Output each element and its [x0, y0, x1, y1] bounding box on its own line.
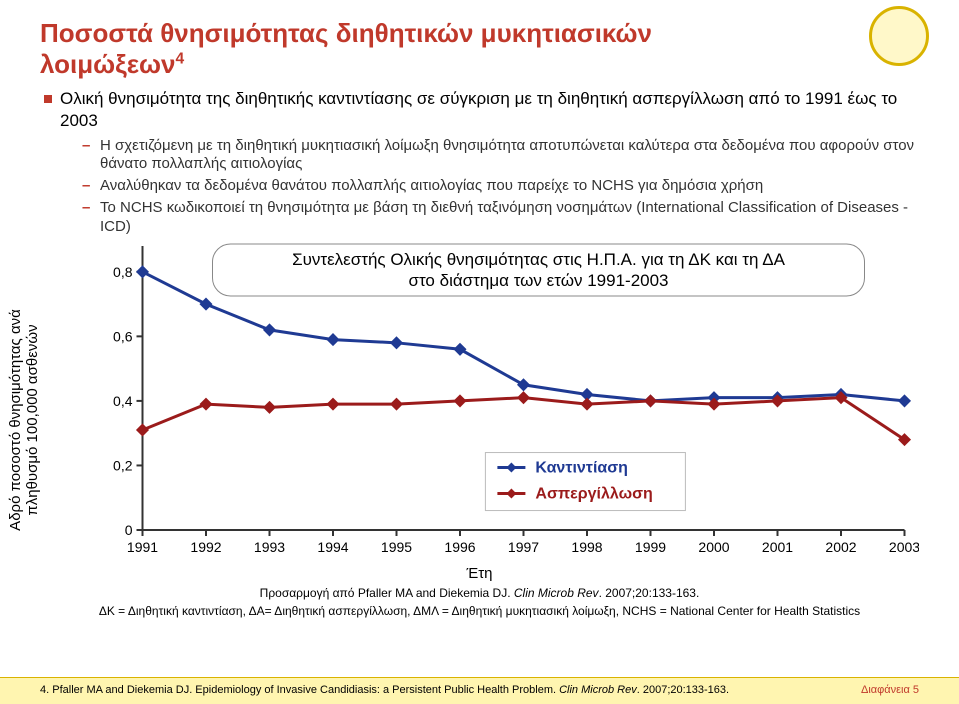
svg-text:2003: 2003	[889, 539, 919, 555]
svg-text:Συντελεστής Ολικής θνησιμότητα: Συντελεστής Ολικής θνησιμότητας στις Η.Π…	[292, 250, 786, 269]
title-line1: Ποσοστά θνησιμότητας διηθητικών μυκητιασ…	[40, 18, 652, 48]
svg-text:1991: 1991	[127, 539, 158, 555]
sub-bullets: Η σχετιζόμενη με τη διηθητική μυκητιασικ…	[60, 137, 919, 237]
sub-bullet-1: Αναλύθηκαν τα δεδομένα θανάτου πολλαπλής…	[60, 177, 919, 196]
svg-text:0,6: 0,6	[113, 329, 133, 345]
svg-text:2000: 2000	[698, 539, 729, 555]
footnote-suffix: . 2007;20:133-163.	[637, 684, 729, 696]
svg-text:1992: 1992	[190, 539, 221, 555]
svg-text:2001: 2001	[762, 539, 793, 555]
chart-ylabel: Αδρό ποσοστό θνησιμότητας ανά πληθυσμό 1…	[7, 270, 41, 570]
svg-text:Ασπεργίλλωση: Ασπεργίλλωση	[535, 486, 652, 503]
svg-text:1997: 1997	[508, 539, 539, 555]
page-title: Ποσοστά θνησιμότητας διηθητικών μυκητιασ…	[40, 18, 820, 80]
svg-text:2002: 2002	[825, 539, 856, 555]
svg-text:1999: 1999	[635, 539, 666, 555]
bullet-main-text: Ολική θνησιμότητα της διηθητικής καντιντ…	[60, 89, 897, 130]
footnote-num: 4.	[40, 684, 49, 696]
adapted-prefix: Προσαρμογή από Pfaller MA and Diekemia D…	[260, 586, 514, 600]
svg-text:0,2: 0,2	[113, 458, 133, 474]
main-bullets: Ολική θνησιμότητα της διηθητικής καντιντ…	[40, 88, 919, 236]
abbrev-line: ΔΚ = Διηθητική καντιντίαση, ΔΑ= Διηθητικ…	[40, 604, 919, 618]
footnote-bar: 4. Pfaller MA and Diekemia DJ. Epidemiol…	[0, 677, 959, 704]
svg-text:1998: 1998	[571, 539, 602, 555]
slide: Ποσοστά θνησιμότητας διηθητικών μυκητιασ…	[0, 0, 959, 704]
svg-text:στο διάστημα των ετών 1991-200: στο διάστημα των ετών 1991-2003	[408, 271, 668, 290]
title-sup: 4	[175, 51, 184, 68]
svg-text:1993: 1993	[254, 539, 285, 555]
plot-svg: 0 0,2 0,4 0,6 0,8 1991 1992 1993 1994 1995 1996 199…	[90, 240, 919, 560]
footnote-prefix: Pfaller MA and Diekemia DJ. Epidemiology…	[52, 684, 559, 696]
svg-text:0,4: 0,4	[113, 393, 133, 409]
plot-area: 0 0,2 0,4 0,6 0,8 1991 1992 1993 1994 1995 1996 199…	[90, 240, 919, 560]
svg-text:1996: 1996	[444, 539, 475, 555]
svg-text:0: 0	[125, 522, 133, 538]
ylabel-line2: πληθυσμό 100,000 ασθενών	[24, 270, 41, 570]
adapted-ital: Clin Microb Rev	[514, 586, 599, 600]
bullet-main: Ολική θνησιμότητα της διηθητικής καντιντ…	[40, 88, 919, 236]
legend: Καντιντίαση Ασπεργίλλωση	[485, 453, 685, 511]
svg-text:0,8: 0,8	[113, 264, 133, 280]
chart: Αδρό ποσοστό θνησιμότητας ανά πληθυσμό 1…	[40, 240, 919, 600]
title-line2: λοιμώξεων	[40, 49, 175, 79]
svg-text:1994: 1994	[317, 539, 348, 555]
sub-bullet-2: Το NCHS κωδικοποιεί τη θνησιμότητα με βά…	[60, 199, 919, 237]
adapted-suffix: . 2007;20:133-163.	[599, 586, 700, 600]
chart-adapted: Προσαρμογή από Pfaller MA and Diekemia D…	[40, 586, 919, 600]
ylabel-line1: Αδρό ποσοστό θνησιμότητας ανά	[7, 270, 24, 570]
footnote-ital: Clin Microb Rev	[559, 684, 637, 696]
sub-bullet-0: Η σχετιζόμενη με τη διηθητική μυκητιασικ…	[60, 137, 919, 175]
svg-text:1995: 1995	[381, 539, 412, 555]
svg-text:Καντιντίαση: Καντιντίαση	[535, 460, 628, 477]
corner-badge	[869, 6, 929, 66]
slide-number: Διαφάνεια 5	[861, 684, 919, 696]
callout: Συντελεστής Ολικής θνησιμότητας στις Η.Π…	[213, 244, 865, 296]
chart-xlabel: Έτη	[40, 565, 919, 582]
